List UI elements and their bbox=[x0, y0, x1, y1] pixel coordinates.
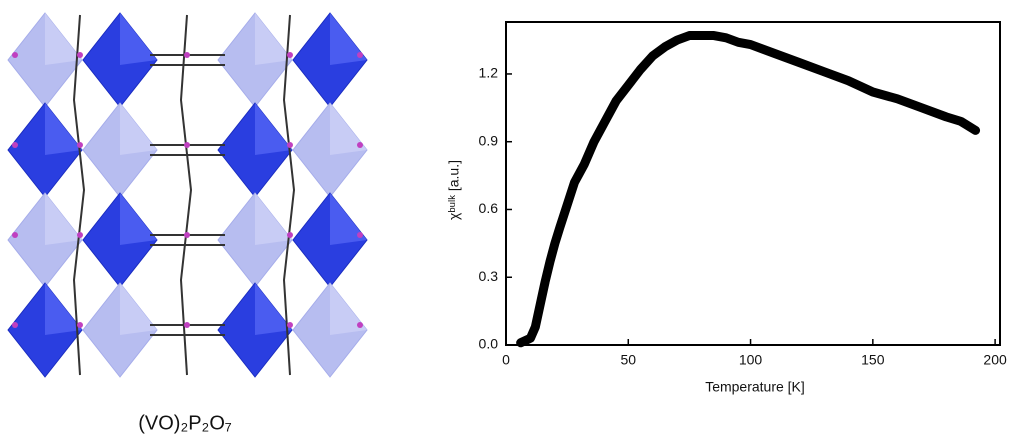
atom bbox=[12, 232, 18, 238]
y-tick-label: 0.9 bbox=[479, 132, 499, 148]
data-line bbox=[516, 31, 981, 348]
y-tick-label: 0.6 bbox=[479, 200, 499, 216]
atom bbox=[184, 142, 190, 148]
polyhedron-face bbox=[255, 283, 292, 335]
atom bbox=[12, 322, 18, 328]
polyhedron-face bbox=[255, 103, 292, 155]
x-tick-label: 50 bbox=[620, 352, 636, 368]
polyhedron-face bbox=[120, 13, 157, 65]
polyhedron-face bbox=[120, 283, 157, 335]
atom bbox=[77, 142, 83, 148]
atom bbox=[357, 142, 363, 148]
atom bbox=[287, 232, 293, 238]
y-tick-label: 1.2 bbox=[479, 65, 499, 81]
y-axis-label: χᵇᵘˡᵏ [a.u.] bbox=[446, 160, 462, 220]
polyhedron-face bbox=[330, 13, 367, 65]
atom bbox=[77, 52, 83, 58]
atom bbox=[357, 52, 363, 58]
polyhedron-face bbox=[45, 193, 82, 245]
polyhedron-face bbox=[330, 193, 367, 245]
x-tick-label: 150 bbox=[861, 352, 885, 368]
bond bbox=[72, 14, 86, 376]
polyhedron-face bbox=[45, 103, 82, 155]
polyhedron-face bbox=[120, 193, 157, 245]
atom bbox=[77, 322, 83, 328]
crystal-structure bbox=[7, 12, 368, 378]
atom bbox=[12, 142, 18, 148]
polyhedron-face bbox=[255, 13, 292, 65]
atom bbox=[357, 232, 363, 238]
x-tick-label: 200 bbox=[983, 352, 1007, 368]
bond bbox=[282, 14, 296, 376]
atom bbox=[184, 52, 190, 58]
polyhedron-face bbox=[255, 193, 292, 245]
y-tick-label: 0.3 bbox=[479, 268, 499, 284]
bond bbox=[179, 14, 193, 376]
polyhedron-face bbox=[330, 283, 367, 335]
atom bbox=[287, 142, 293, 148]
atom bbox=[184, 322, 190, 328]
atom bbox=[287, 322, 293, 328]
polyhedron-face bbox=[45, 13, 82, 65]
x-tick-label: 100 bbox=[739, 352, 763, 368]
atom bbox=[287, 52, 293, 58]
atom bbox=[357, 322, 363, 328]
polyhedron-face bbox=[120, 103, 157, 155]
atom bbox=[77, 232, 83, 238]
structure-label: (VO)₂P₂O₇ bbox=[138, 412, 232, 434]
x-axis-label: Temperature [K] bbox=[705, 379, 805, 395]
atom bbox=[12, 52, 18, 58]
y-tick-label: 0.0 bbox=[479, 336, 499, 352]
atom bbox=[184, 232, 190, 238]
plot-frame bbox=[505, 21, 1001, 346]
polyhedron-face bbox=[45, 283, 82, 335]
x-tick-label: 0 bbox=[502, 352, 510, 368]
polyhedron-face bbox=[330, 103, 367, 155]
